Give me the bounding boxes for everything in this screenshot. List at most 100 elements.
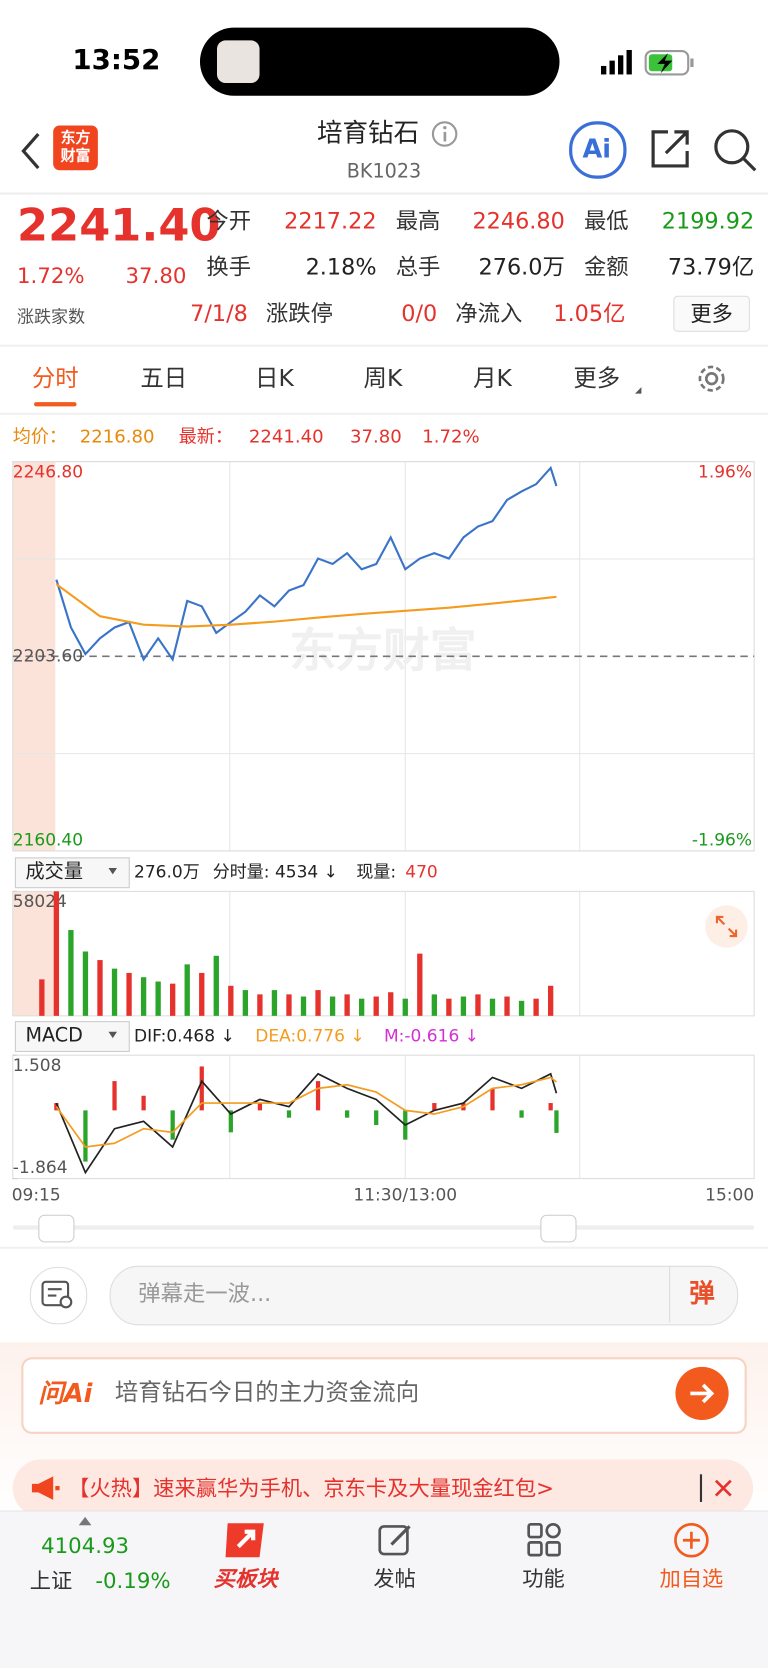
divider xyxy=(0,1246,768,1249)
board-code: BK1023 xyxy=(346,160,422,184)
close-banner[interactable] xyxy=(713,1477,734,1498)
macd-bar xyxy=(228,1110,233,1133)
preopen-shade xyxy=(12,891,56,1016)
nav-item[interactable]: 加自选 xyxy=(659,1565,724,1592)
y-tick-label: 2246.80 xyxy=(13,462,83,482)
macd-bar xyxy=(344,1110,350,1118)
stat-label: 涨跌停 xyxy=(265,301,333,327)
indicator-name[interactable]: MACD xyxy=(25,1024,83,1047)
volume-minute: 分时量: 4534 ↓ xyxy=(212,862,338,883)
volume-bar xyxy=(39,979,45,1016)
volume-bar xyxy=(344,994,350,1016)
chart-frame xyxy=(12,1054,755,1180)
y-tick-label: -1.864 xyxy=(13,1158,68,1178)
macd-line xyxy=(55,1072,558,1175)
stat-value: 0/0 xyxy=(401,301,438,327)
indicator-select[interactable] xyxy=(14,1021,130,1052)
divider xyxy=(0,412,768,415)
y-tick-label: 2203.60 xyxy=(13,646,83,666)
nav-item[interactable]: 发帖 xyxy=(373,1565,416,1592)
volume-bar xyxy=(402,998,408,1016)
page-title: 培育钻石 xyxy=(316,117,420,148)
stat-label: 最高 xyxy=(395,208,441,235)
index-value[interactable]: 4104.93 xyxy=(41,1532,130,1559)
tab[interactable]: 更多 xyxy=(573,365,621,393)
x-tick-label: 11:30/13:00 xyxy=(353,1186,457,1206)
volume-bar xyxy=(315,990,321,1016)
ask-ai-prompt[interactable]: 培育钻石今日的主力资金流向 xyxy=(114,1379,420,1406)
legend-entry: DEA:0.776 ↓ xyxy=(255,1025,365,1047)
bottom-bar xyxy=(0,1510,768,1668)
index-name[interactable]: 上证 xyxy=(29,1567,73,1594)
volume-current: 470 xyxy=(405,862,438,883)
ai-button[interactable] xyxy=(569,121,627,179)
volume-bar xyxy=(431,994,438,1016)
ask-ai-send[interactable] xyxy=(674,1366,729,1421)
share-button[interactable] xyxy=(647,126,694,173)
back-button[interactable] xyxy=(15,128,47,175)
stat-label: 涨跌家数 xyxy=(17,306,86,327)
avatar xyxy=(216,40,260,83)
tab[interactable]: 分时 xyxy=(31,365,79,393)
buy-board-icon[interactable] xyxy=(221,1519,270,1562)
volume-bar xyxy=(228,985,234,1016)
legend-entry: M:-0.616 ↓ xyxy=(383,1025,479,1047)
macd-bar xyxy=(112,1081,117,1111)
range-handle[interactable] xyxy=(540,1214,577,1243)
range-track xyxy=(12,1225,755,1230)
danmaku-send[interactable]: 弹 xyxy=(689,1278,715,1308)
volume-bar xyxy=(329,996,336,1016)
danmaku-toggle[interactable] xyxy=(29,1266,88,1325)
volume-bar xyxy=(271,990,278,1016)
ask-ai-brand: 问Ai xyxy=(38,1378,93,1408)
index-change[interactable]: -0.19% xyxy=(95,1567,171,1594)
volume-bar xyxy=(68,930,74,1016)
indicator-name[interactable]: 成交量 xyxy=(25,860,83,884)
banner-text[interactable]: 【火热】速来赢华为手机、京东卡及大量现金红包> xyxy=(68,1475,554,1501)
nav-item[interactable]: 功能 xyxy=(522,1565,565,1592)
macd-bar xyxy=(519,1110,524,1118)
tab[interactable]: 五日 xyxy=(140,365,188,393)
volume-bar xyxy=(97,960,103,1016)
change: 37.80 xyxy=(125,262,187,289)
divider xyxy=(0,192,768,195)
more-label[interactable]: 更多 xyxy=(690,301,733,327)
info-icon[interactable] xyxy=(430,119,460,149)
tab[interactable]: 周K xyxy=(363,365,403,393)
post-icon[interactable] xyxy=(377,1521,415,1559)
macd-bar xyxy=(83,1110,88,1162)
banner[interactable] xyxy=(12,1459,754,1517)
ai-label[interactable]: Ai xyxy=(582,133,611,164)
tab[interactable]: 日K xyxy=(255,365,294,393)
ask-ai-box[interactable] xyxy=(21,1357,747,1434)
volume-bar xyxy=(184,964,190,1016)
volume-bar xyxy=(213,955,219,1016)
volume-total: 276.0万 xyxy=(134,862,200,883)
search-button[interactable] xyxy=(711,126,760,175)
volume-bar xyxy=(53,891,60,1016)
add-watch-icon[interactable] xyxy=(672,1521,710,1559)
expand-button[interactable] xyxy=(705,905,748,948)
nav-item[interactable]: 买板块 xyxy=(213,1565,278,1592)
x-tick-label: 15:00 xyxy=(705,1186,754,1206)
volume-current-label: 现量: xyxy=(356,862,397,883)
function-icon[interactable] xyxy=(525,1521,563,1559)
more-button[interactable] xyxy=(673,295,750,332)
settings-button[interactable] xyxy=(695,362,729,396)
danmaku-placeholder[interactable]: 弹幕走一波... xyxy=(138,1281,272,1307)
tab[interactable]: 月K xyxy=(473,365,512,393)
stat-label: 净流入 xyxy=(455,301,523,327)
y-tick-label: 58024 xyxy=(13,892,67,912)
range-handle[interactable] xyxy=(38,1214,75,1243)
macd-bar xyxy=(141,1095,146,1111)
volume-bar xyxy=(475,994,481,1016)
volume-bar xyxy=(547,985,554,1016)
stat-label: 换手 xyxy=(206,254,252,281)
danmaku-input[interactable] xyxy=(109,1265,739,1326)
change-pct: 1.72% xyxy=(17,262,85,289)
macd-bar xyxy=(554,1110,559,1133)
macd-line xyxy=(55,1076,557,1148)
y2-tick-label: 1.96% xyxy=(698,462,752,482)
indicator-select[interactable] xyxy=(14,857,130,889)
